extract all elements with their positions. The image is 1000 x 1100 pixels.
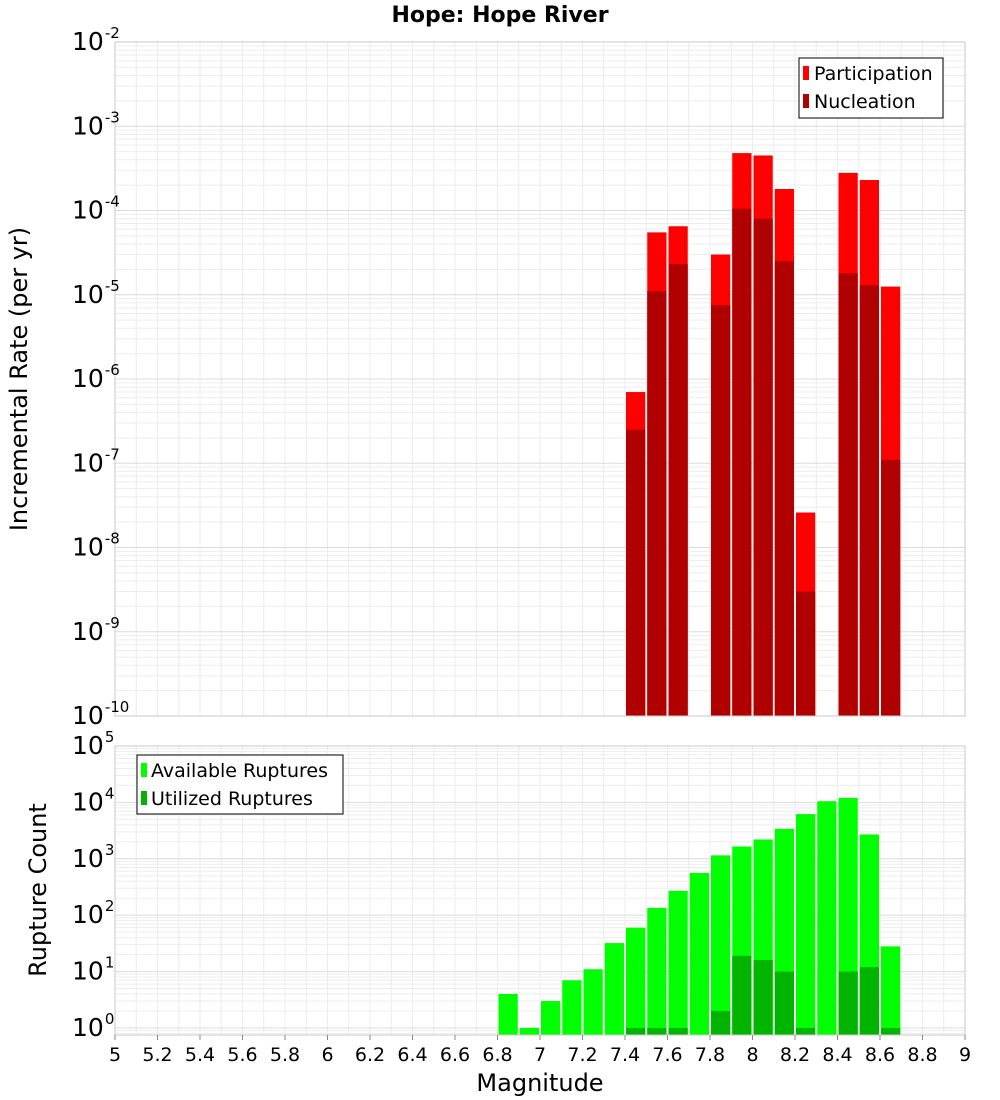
count-bar-utilized-ruptures-7-95	[732, 955, 752, 1035]
rate-y-tick-label: 10-9	[72, 614, 120, 646]
count-bars	[498, 797, 901, 1035]
count-bar-utilized-ruptures-8-55	[859, 967, 879, 1035]
rate-y-tick-label: 10-3	[72, 108, 120, 140]
x-tick-label: 6.6	[440, 1044, 470, 1066]
x-tick-label: 6.4	[397, 1044, 427, 1066]
count-bar-utilized-ruptures-8-45	[838, 971, 858, 1035]
x-tick-label: 8.4	[822, 1044, 852, 1066]
count-bar-utilized-ruptures-8-15	[774, 971, 794, 1035]
chart-title: Hope: Hope River	[391, 3, 608, 28]
rate-bar-nucleation-8-15	[774, 261, 794, 716]
available-legend-label: Available Ruptures	[151, 760, 328, 782]
x-ticks: 5 5.2 5.4 5.6 5.8 6 6.2 6.4 6.6 6.8 7 7.2 7.4 7.6 7.8 8…	[109, 1035, 971, 1066]
utilized-legend-swatch	[141, 791, 147, 805]
rate-bar-nucleation-7-85	[711, 305, 731, 716]
x-tick-label: 5.4	[185, 1044, 215, 1066]
rate-y-tick-label: 10-8	[72, 530, 120, 562]
count-y-tick-label: 102	[72, 897, 114, 929]
rate-bar-nucleation-7-95	[732, 208, 752, 717]
count-bar-utilized-ruptures-8-05	[753, 960, 773, 1035]
rate-y-tick-label: 10-7	[72, 445, 120, 477]
nucleation-legend-swatch	[803, 94, 809, 108]
rate-bar-nucleation-8-05	[753, 218, 773, 716]
rate-bar-nucleation-7-55	[647, 291, 667, 716]
rate-y-tick-label: 10-2	[72, 24, 120, 56]
x-tick-label: 5.2	[142, 1044, 172, 1066]
x-tick-label: 5.6	[227, 1044, 257, 1066]
x-tick-label: 7.4	[610, 1044, 640, 1066]
count-bar-utilized-ruptures-8-25	[796, 1027, 816, 1035]
count-bar-available-ruptures-7-85	[711, 855, 731, 1035]
count-bar-utilized-ruptures-7-55	[647, 1027, 667, 1035]
count-y-tick-label: 104	[72, 784, 114, 816]
x-tick-label: 8	[746, 1044, 758, 1066]
count-bar-available-ruptures-8-35	[817, 801, 837, 1035]
count-legend-box	[136, 754, 344, 815]
count-bar-available-ruptures-7-35	[604, 943, 624, 1035]
count-bar-available-ruptures-7-25	[583, 969, 603, 1035]
count-y-axis-label: Rupture Count	[24, 803, 52, 977]
nucleation-legend-label: Nucleation	[814, 91, 916, 113]
participation-legend-swatch	[803, 66, 809, 80]
count-bar-utilized-ruptures-7-65	[668, 1027, 688, 1035]
count-y-tick-label: 101	[72, 954, 114, 986]
x-axis-label: Magnitude	[476, 1069, 603, 1097]
count-bar-available-ruptures-7-15	[562, 980, 582, 1035]
x-tick-label: 8.2	[780, 1044, 810, 1066]
x-tick-label: 5.8	[270, 1044, 300, 1066]
rate-y-axis-label: Incremental Rate (per yr)	[5, 227, 33, 531]
count-bar-available-ruptures-7-45	[626, 927, 646, 1035]
x-tick-label: 9	[959, 1044, 971, 1066]
count-bar-available-ruptures-8-25	[796, 814, 816, 1035]
rate-legend: Participation Nucleation	[798, 57, 944, 119]
count-bar-available-ruptures-7-65	[668, 890, 688, 1035]
rate-bar-nucleation-8-25	[796, 591, 816, 716]
utilized-legend-label: Utilized Ruptures	[151, 788, 313, 810]
rate-bar-nucleation-8-55	[859, 285, 879, 716]
count-y-tick-label: 100	[72, 1010, 114, 1042]
participation-legend-label: Participation	[814, 63, 933, 85]
count-bar-utilized-ruptures-7-45	[626, 1027, 646, 1035]
count-panel: 100 101 102 103 104 105 5 5.2 5.4 5.6 5.8 6 6.2 6.4 6…	[24, 728, 971, 1097]
count-bar-available-ruptures-8-65	[881, 946, 901, 1035]
x-tick-label: 6.2	[355, 1044, 385, 1066]
rate-bar-nucleation-7-45	[626, 429, 646, 716]
rate-y-tick-label: 10-4	[72, 193, 120, 225]
count-bar-utilized-ruptures-8-65	[881, 1027, 901, 1035]
available-legend-swatch	[141, 763, 147, 777]
count-bar-available-ruptures-6-95	[519, 1027, 539, 1035]
x-tick-label: 7.8	[695, 1044, 725, 1066]
count-bar-available-ruptures-7-55	[647, 907, 667, 1035]
count-bar-available-ruptures-6-85	[498, 994, 518, 1035]
count-bar-available-ruptures-7-05	[541, 1001, 561, 1035]
count-legend: Available Ruptures Utilized Ruptures	[136, 754, 344, 815]
rate-y-tick-label: 10-10	[72, 698, 129, 730]
count-y-ticks: 100 101 102 103 104 105	[72, 728, 114, 1042]
rate-bar-nucleation-8-45	[838, 273, 858, 716]
rate-panel: 10-10 10-9 10-8 10-7 10-6 10-5 10-4 10-3 10-2 In…	[5, 24, 966, 730]
rate-y-tick-label: 10-6	[72, 361, 120, 393]
rate-grid	[115, 42, 965, 717]
rate-plot-frame	[114, 41, 966, 717]
rate-y-tick-label: 10-5	[72, 277, 120, 309]
count-bar-available-ruptures-7-75	[689, 872, 709, 1035]
x-tick-label: 7.2	[567, 1044, 597, 1066]
count-y-tick-label: 105	[72, 728, 114, 760]
x-tick-label: 7	[534, 1044, 546, 1066]
rate-y-ticks: 10-10 10-9 10-8 10-7 10-6 10-5 10-4 10-3 10-2	[72, 24, 129, 730]
rate-bar-nucleation-8-65	[881, 459, 901, 716]
rate-legend-box	[798, 57, 944, 119]
rate-bar-nucleation-7-65	[668, 264, 688, 716]
x-tick-label: 8.8	[907, 1044, 937, 1066]
x-tick-label: 6	[321, 1044, 333, 1066]
x-tick-label: 8.6	[865, 1044, 895, 1066]
x-tick-label: 7.6	[652, 1044, 682, 1066]
x-tick-label: 6.8	[482, 1044, 512, 1066]
count-y-tick-label: 103	[72, 841, 114, 873]
x-tick-label: 5	[109, 1044, 121, 1066]
rate-bars	[626, 153, 901, 717]
count-bar-utilized-ruptures-7-85	[711, 1010, 731, 1035]
